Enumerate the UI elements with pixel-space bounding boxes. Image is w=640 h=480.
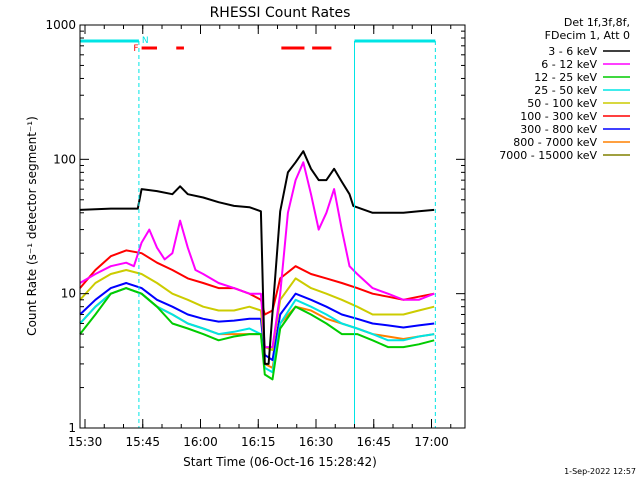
y-tick-label: 1 — [68, 421, 76, 435]
legend-label-9: 7000 - 15000 keV — [499, 149, 597, 162]
legend-header-line-2: FDecim 1, Att 0 — [545, 29, 630, 42]
flare-flag-label: F — [133, 44, 138, 54]
legend-label-6: 100 - 300 keV — [520, 110, 597, 123]
x-tick-label: 15:30 — [68, 435, 103, 449]
series-line-1 — [79, 150, 435, 365]
flags-layer: NF — [79, 36, 436, 428]
x-tick-label: 16:30 — [299, 435, 334, 449]
series-line-8 — [79, 287, 435, 369]
footer-timestamp: 1-Sep-2022 12:57 — [564, 467, 636, 476]
chart-title: RHESSI Count Rates — [210, 5, 351, 21]
series-line-4 — [79, 287, 435, 374]
y-axis-label: Count Rate (s⁻¹ detector segment⁻¹) — [25, 116, 39, 336]
legend-label-3: 12 - 25 keV — [534, 71, 597, 84]
series-layer — [79, 150, 435, 381]
legend-label-4: 25 - 50 keV — [534, 84, 597, 97]
legend-label-7: 300 - 800 keV — [520, 123, 597, 136]
night-flag-label: N — [142, 36, 149, 46]
y-tick-label: 1000 — [45, 18, 76, 32]
plot-frame — [79, 24, 466, 429]
x-tick-label: 16:00 — [183, 435, 218, 449]
legend-label-2: 6 - 12 keV — [541, 58, 597, 71]
x-axis-label: Start Time (06-Oct-16 15:28:42) — [183, 455, 377, 469]
x-tick-label: 15:45 — [125, 435, 160, 449]
y-axis: 1 10 100 1000 — [45, 18, 465, 435]
series-line-3 — [79, 287, 435, 381]
legend-header-line-1: Det 1f,3f,8f, — [564, 16, 630, 29]
x-tick-label: 16:45 — [356, 435, 391, 449]
x-axis: 15:30 15:45 16:00 16:15 16:30 16:45 17:00 — [68, 25, 452, 449]
legend-label-5: 50 - 100 keV — [527, 97, 597, 110]
y-tick-label: 10 — [61, 287, 76, 301]
x-tick-label: 17:00 — [414, 435, 449, 449]
y-tick-label: 100 — [53, 152, 76, 166]
series-line-6 — [79, 249, 435, 316]
legend: Det 1f,3f,8f, FDecim 1, Att 0 3 - 6 keV6… — [499, 16, 630, 162]
x-tick-label: 16:15 — [241, 435, 276, 449]
legend-label-1: 3 - 6 keV — [548, 45, 597, 58]
plot-area: NF — [79, 24, 466, 429]
legend-label-8: 800 - 7000 keV — [513, 136, 597, 149]
